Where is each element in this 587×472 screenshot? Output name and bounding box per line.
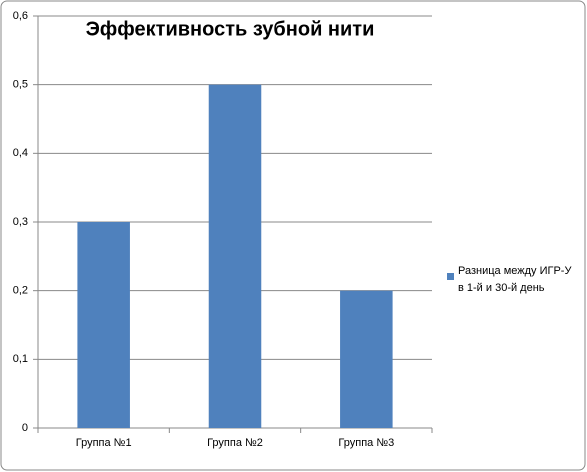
x-tick-label: Группа №2 — [207, 437, 263, 449]
y-tick-label: 0,1 — [13, 353, 28, 365]
y-tick-label: 0,4 — [13, 147, 28, 159]
y-tick-label: 0 — [22, 422, 28, 434]
y-tick-label: 0,2 — [13, 285, 28, 297]
bar — [77, 222, 130, 428]
chart-title: Эффективность зубной нити — [86, 18, 375, 40]
bar — [340, 290, 393, 428]
x-tick-label: Группа №3 — [338, 437, 394, 449]
x-tick-label: Группа №1 — [76, 437, 132, 449]
y-tick-label: 0,3 — [13, 216, 28, 228]
legend-swatch — [447, 273, 454, 280]
bar — [208, 84, 262, 429]
y-tick-label: 0,6 — [13, 10, 28, 22]
y-tick-label: 0,5 — [13, 79, 28, 91]
legend-label: Разница между ИГР-У в 1-й и 30-й день — [458, 265, 572, 294]
